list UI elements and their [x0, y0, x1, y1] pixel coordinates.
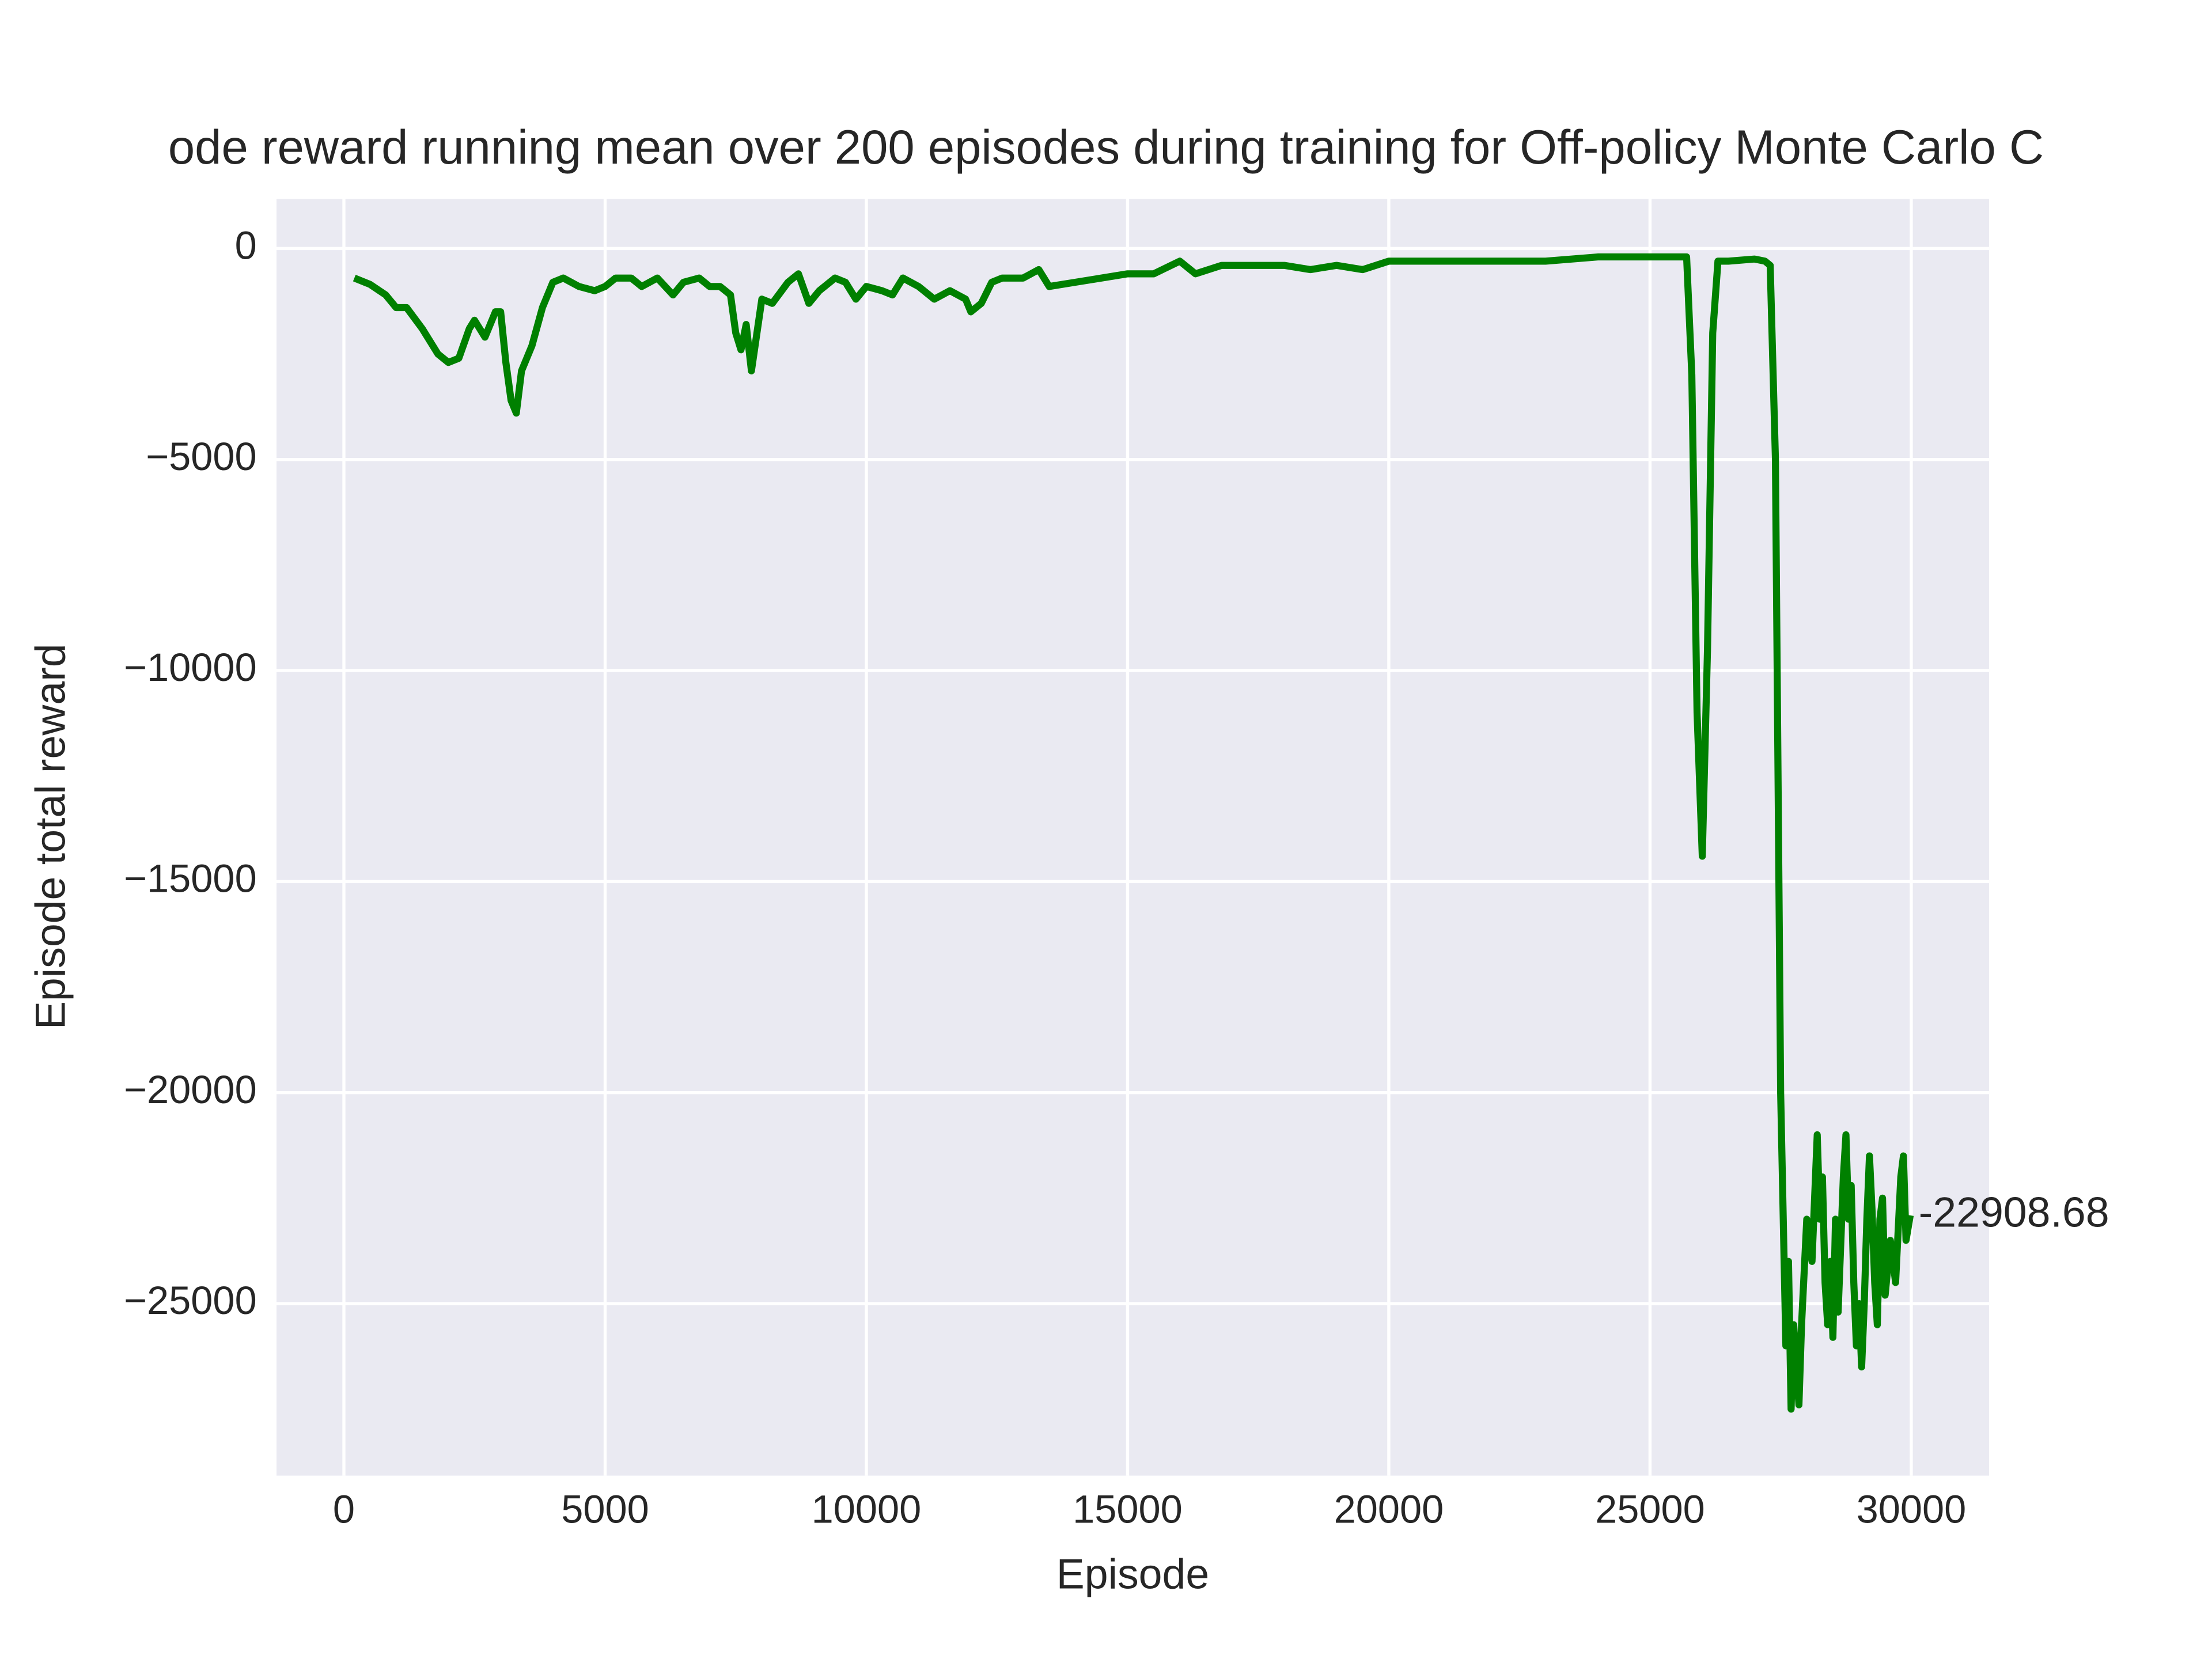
marks	[353, 253, 1914, 1413]
x-tick-label: 20000	[1334, 1487, 1444, 1531]
y-tick-label: −15000	[124, 857, 257, 901]
y-tick-label: −5000	[146, 434, 257, 479]
x-tick-label: 15000	[1073, 1487, 1183, 1531]
y-tick-label: −25000	[124, 1278, 257, 1323]
x-tick-label: 5000	[561, 1487, 649, 1531]
x-tick-label: 25000	[1595, 1487, 1705, 1531]
y-tick-label: −20000	[124, 1067, 257, 1112]
chart-title: ode reward running mean over 200 episode…	[168, 120, 2044, 174]
y-axis-label: Episode total reward	[26, 643, 74, 1029]
y-tick-label: 0	[235, 224, 257, 268]
x-tick-label: 10000	[812, 1487, 922, 1531]
x-tick-label: 0	[333, 1487, 355, 1531]
value-label: -22908.68	[1919, 1188, 2109, 1236]
grid	[276, 199, 1990, 1476]
line	[353, 253, 1914, 1413]
y-tick-label: −10000	[124, 645, 257, 690]
plot-area	[276, 199, 1990, 1476]
x-axis-label: Episode	[1056, 1550, 1209, 1597]
x-tick-label: 30000	[1857, 1487, 1967, 1531]
